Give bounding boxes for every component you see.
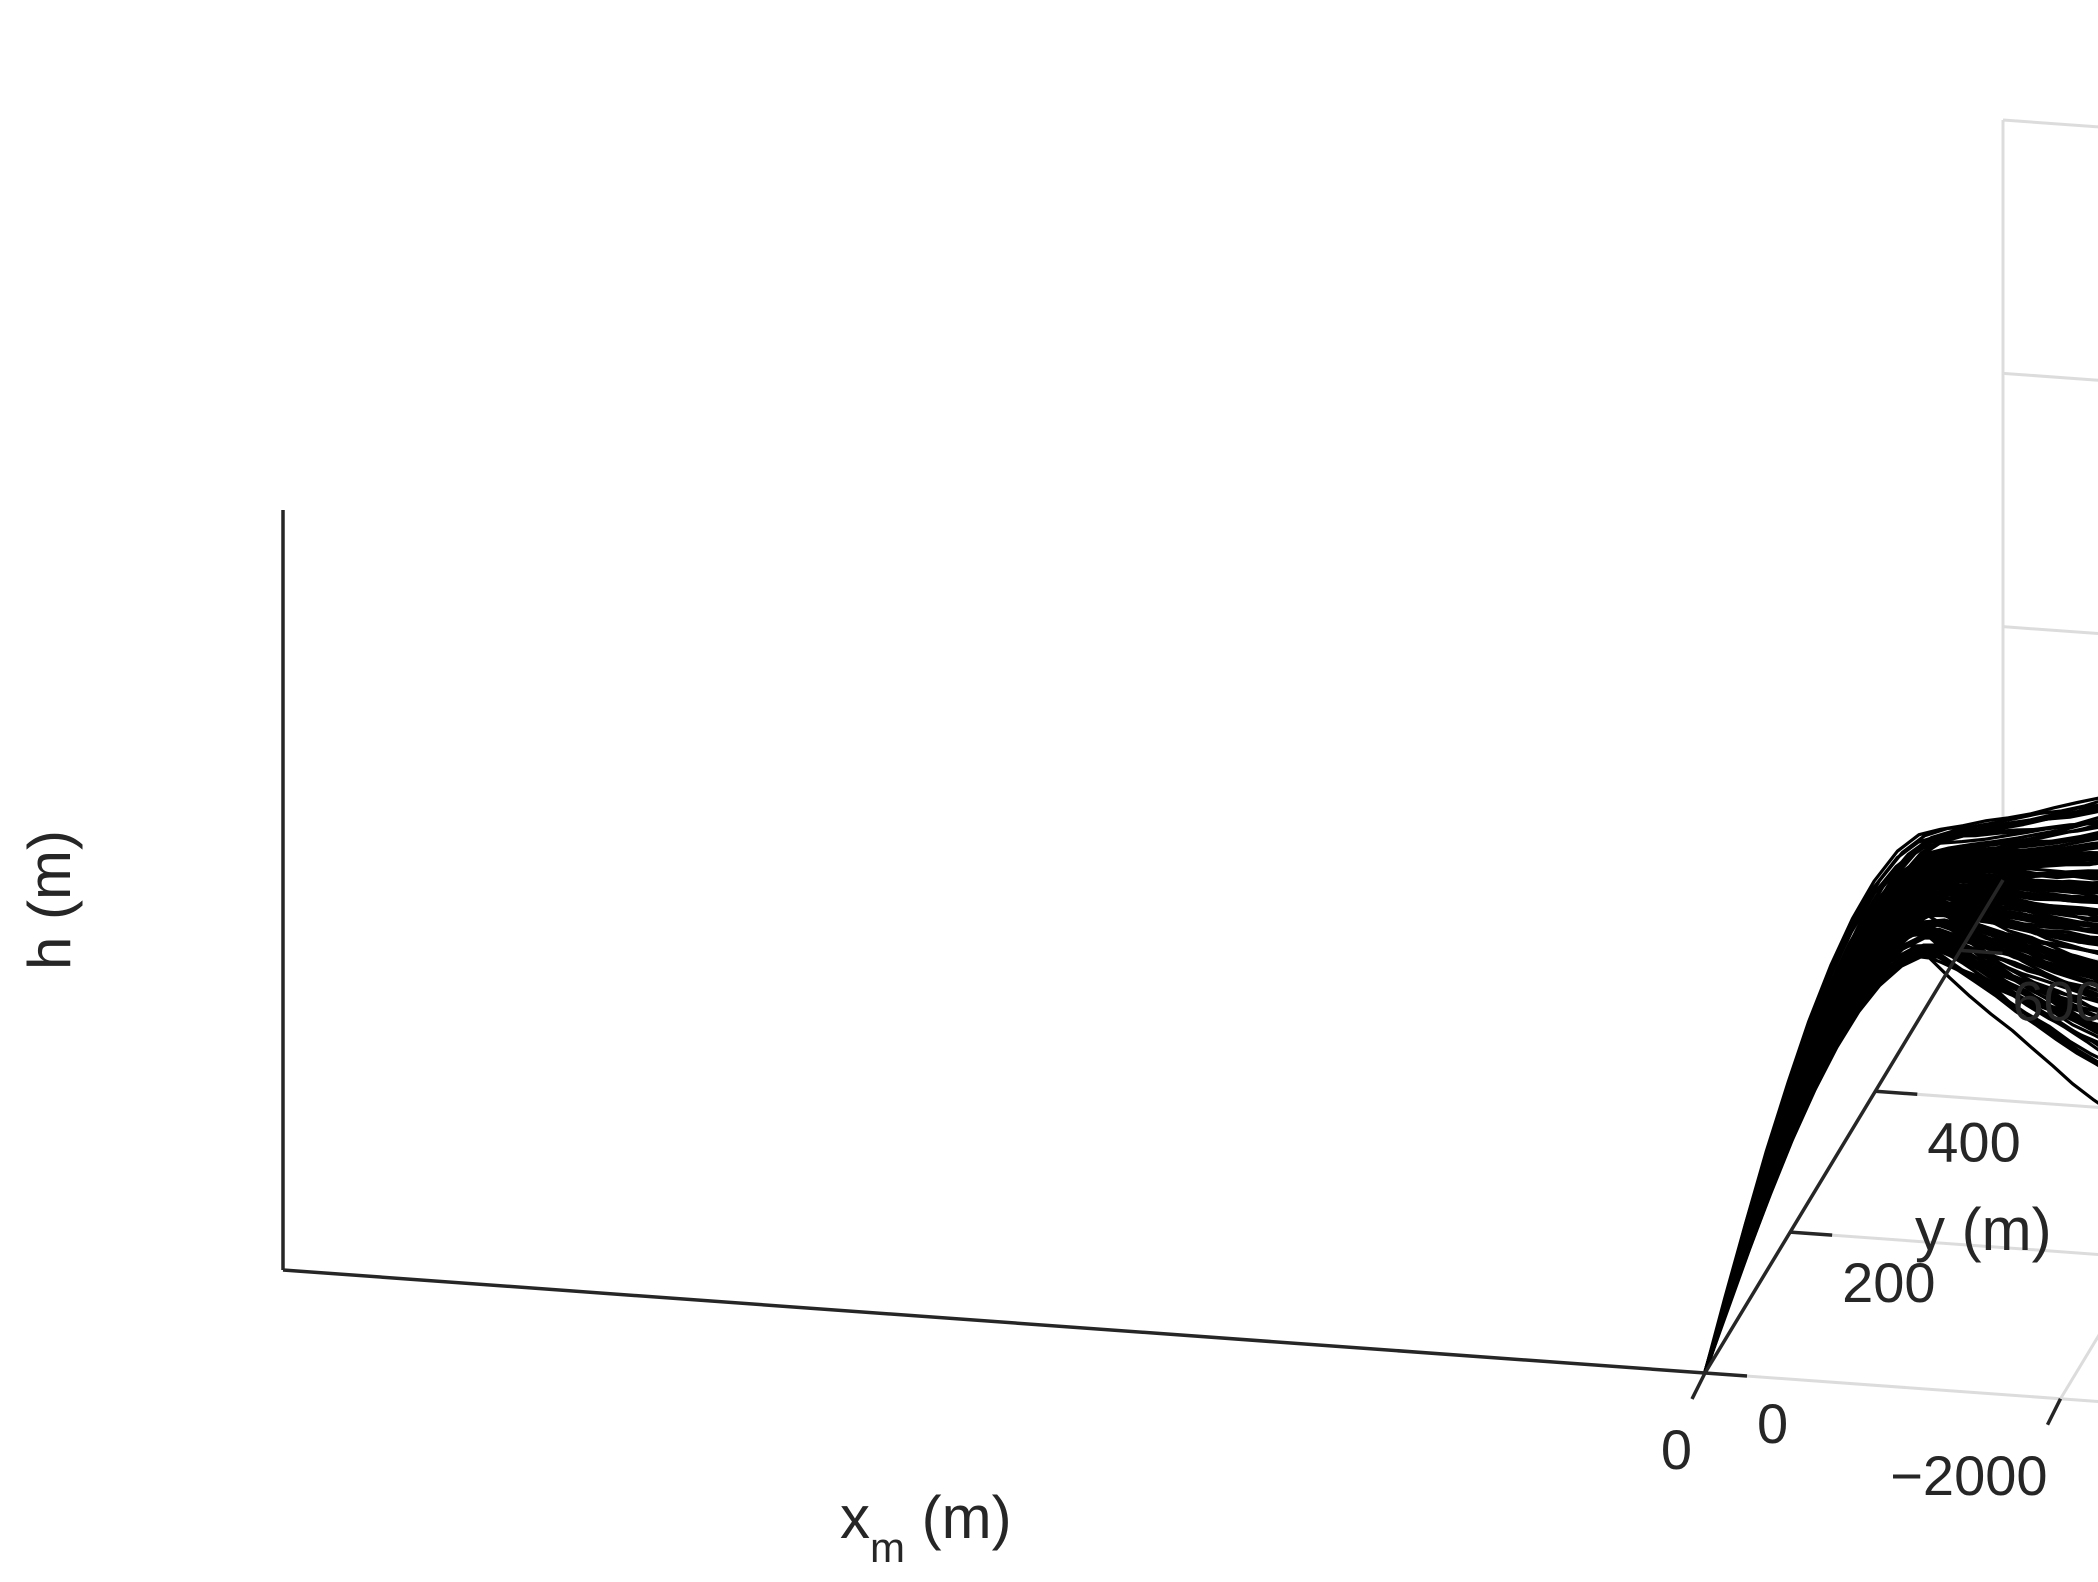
grid-line-backwall-z: [2002, 118, 2098, 129]
trajectory-line: [1704, 949, 2098, 1373]
trajectory-line: [1703, 834, 2098, 1374]
y-tick: [1960, 948, 2003, 956]
y-tick: [1704, 1371, 1748, 1378]
trajectory-line: [1703, 805, 2098, 1374]
x-tick-label: −2000: [1890, 1444, 2047, 1507]
grid-line-backwall-z: [2002, 625, 2098, 636]
trajectory-line: [1704, 950, 2098, 1373]
x-axis-line: [282, 1268, 1706, 1375]
trajectory-line: [1702, 871, 2098, 1375]
y-tick-label: 200: [1842, 1251, 1935, 1314]
grid-line-backwall-z: [2002, 371, 2098, 382]
trajectory-line: [1702, 946, 2098, 1375]
trajectory-line: [1702, 932, 2098, 1375]
x-tick: [1690, 1372, 1707, 1400]
y-tick-label: 600: [2012, 969, 2098, 1032]
trajectory-line: [1704, 928, 2098, 1373]
trajectory-line: [1702, 909, 2098, 1375]
x-axis-label-main: x: [840, 1484, 870, 1551]
trajectory-line: [1703, 918, 2098, 1375]
trajectory-line: [1703, 903, 2098, 1374]
y-tick: [1790, 1230, 1833, 1237]
y-tick-label: 0: [1757, 1392, 1788, 1455]
trajectory-line: [1703, 859, 2098, 1374]
trajectory-line: [1703, 893, 2098, 1373]
trajectory-line: [1703, 936, 2098, 1374]
grid-line-floor-y: [1704, 1371, 2098, 1403]
y-axis-line: [1703, 879, 2005, 1374]
trajectory-line: [1703, 883, 2098, 1375]
trajectory-line: [1704, 867, 2098, 1373]
trajectory-line: [1703, 820, 2098, 1373]
x-tick: [2045, 1397, 2063, 1426]
y-tick-label: 400: [1927, 1110, 2020, 1173]
trajectory-line: [1702, 868, 2098, 1375]
trajectory-line: [1702, 913, 2098, 1375]
trajectory-line: [1703, 800, 2098, 1375]
axes: [281, 510, 2005, 1375]
trajectory-line: [1703, 876, 2098, 1373]
trajectory-line: [1702, 846, 2098, 1375]
ticks: 050010001500−8000−6000−4000−200000200400…: [1661, 948, 2098, 1507]
x-tick-label: 0: [1661, 1418, 1692, 1481]
trajectory-bundle: [1702, 796, 2098, 1375]
trajectory-line: [1704, 803, 2098, 1373]
y-axis-label: y (m): [1915, 1196, 2052, 1263]
trajectory-line: [1702, 908, 2098, 1375]
axis-labels: xm (m) y (m) h (m): [16, 830, 2052, 1571]
z-axis-label: h (m): [16, 830, 83, 970]
trajectory-line: [1702, 932, 2098, 1375]
x-axis-label-sub: m: [870, 1524, 905, 1571]
trajectory-line: [1703, 880, 2098, 1374]
trajectory-line: [1702, 841, 2098, 1375]
trajectory-line: [1703, 944, 2098, 1373]
trajectory-line: [1704, 819, 2098, 1373]
trajectory-line: [1702, 796, 2098, 1375]
trajectory-line: [1703, 895, 2098, 1373]
x-axis-label: xm (m): [840, 1484, 1012, 1571]
trajectory-line: [1703, 834, 2098, 1373]
trajectory-line: [1702, 807, 2098, 1375]
x-axis-label-unit: (m): [905, 1484, 1012, 1551]
trajectory-line: [1703, 852, 2098, 1374]
trajectory-line: [1703, 855, 2098, 1374]
trajectory-line: [1702, 952, 2098, 1375]
y-tick: [1875, 1089, 1918, 1097]
grid-line-floor-y: [1790, 1230, 2098, 1256]
